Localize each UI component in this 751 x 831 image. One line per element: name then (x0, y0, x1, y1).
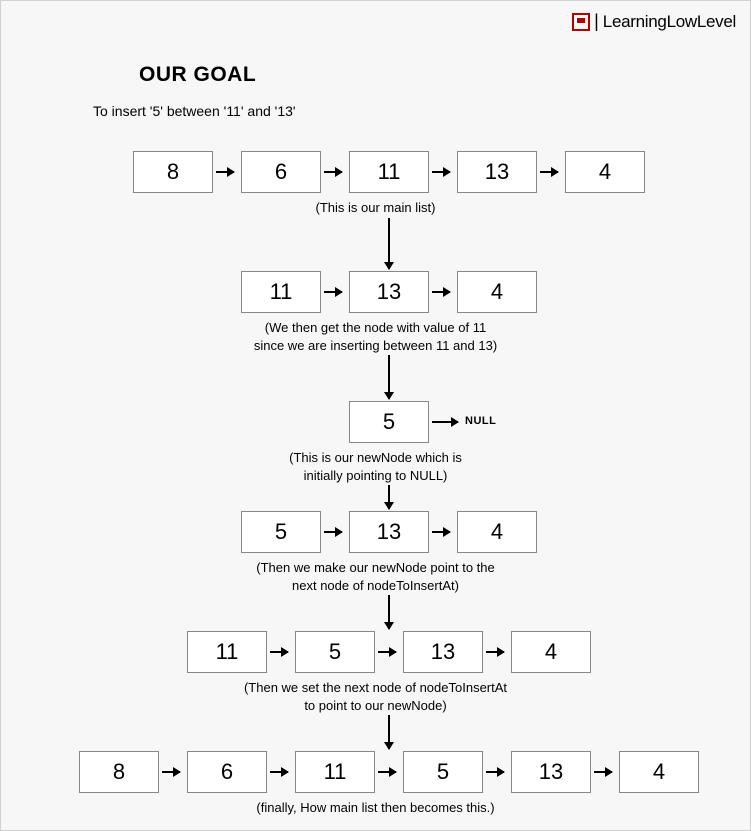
list-node: 13 (457, 151, 537, 193)
null-label: NULL (465, 415, 496, 427)
arrow-right-icon (432, 171, 450, 173)
arrow-right-icon (270, 771, 288, 773)
list-node: 4 (457, 511, 537, 553)
arrow-right-icon (432, 531, 450, 533)
list-node: 5 (349, 401, 429, 443)
arrow-right-icon (324, 171, 342, 173)
arrow-down-icon (388, 595, 390, 629)
row-caption: (This is our main list) (1, 199, 750, 217)
list-node: 11 (349, 151, 429, 193)
row-caption: (Then we set the next node of nodeToInse… (1, 679, 750, 714)
row-caption: (Then we make our newNode point to thene… (1, 559, 750, 594)
arrow-right-icon (378, 651, 396, 653)
list-node: 13 (349, 511, 429, 553)
arrow-right-icon (216, 171, 234, 173)
list-node: 11 (187, 631, 267, 673)
arrow-right-icon (324, 531, 342, 533)
list-node: 6 (187, 751, 267, 793)
row-caption: (finally, How main list then becomes thi… (1, 799, 750, 817)
list-node: 8 (79, 751, 159, 793)
arrow-right-icon (540, 171, 558, 173)
list-node: 11 (241, 271, 321, 313)
list-node: 5 (403, 751, 483, 793)
arrow-down-icon (388, 218, 390, 269)
list-node: 8 (133, 151, 213, 193)
list-node: 6 (241, 151, 321, 193)
list-node: 4 (565, 151, 645, 193)
list-node: 5 (241, 511, 321, 553)
arrow-right-icon (432, 421, 458, 423)
row-caption: (We then get the node with value of 11si… (1, 319, 750, 354)
arrow-right-icon (486, 651, 504, 653)
arrow-down-icon (388, 715, 390, 749)
arrow-right-icon (486, 771, 504, 773)
arrow-right-icon (324, 291, 342, 293)
list-node: 5 (295, 631, 375, 673)
list-node: 13 (349, 271, 429, 313)
list-node: 11 (295, 751, 375, 793)
diagram-stage: 8611134(This is our main list)11134(We t… (1, 1, 750, 830)
list-node: 4 (457, 271, 537, 313)
arrow-down-icon (388, 485, 390, 509)
arrow-down-icon (388, 355, 390, 399)
list-node: 13 (511, 751, 591, 793)
arrow-right-icon (378, 771, 396, 773)
row-caption: (This is our newNode which isinitially p… (1, 449, 750, 484)
arrow-right-icon (162, 771, 180, 773)
arrow-right-icon (594, 771, 612, 773)
list-node: 4 (619, 751, 699, 793)
arrow-right-icon (432, 291, 450, 293)
list-node: 13 (403, 631, 483, 673)
arrow-right-icon (270, 651, 288, 653)
list-node: 4 (511, 631, 591, 673)
